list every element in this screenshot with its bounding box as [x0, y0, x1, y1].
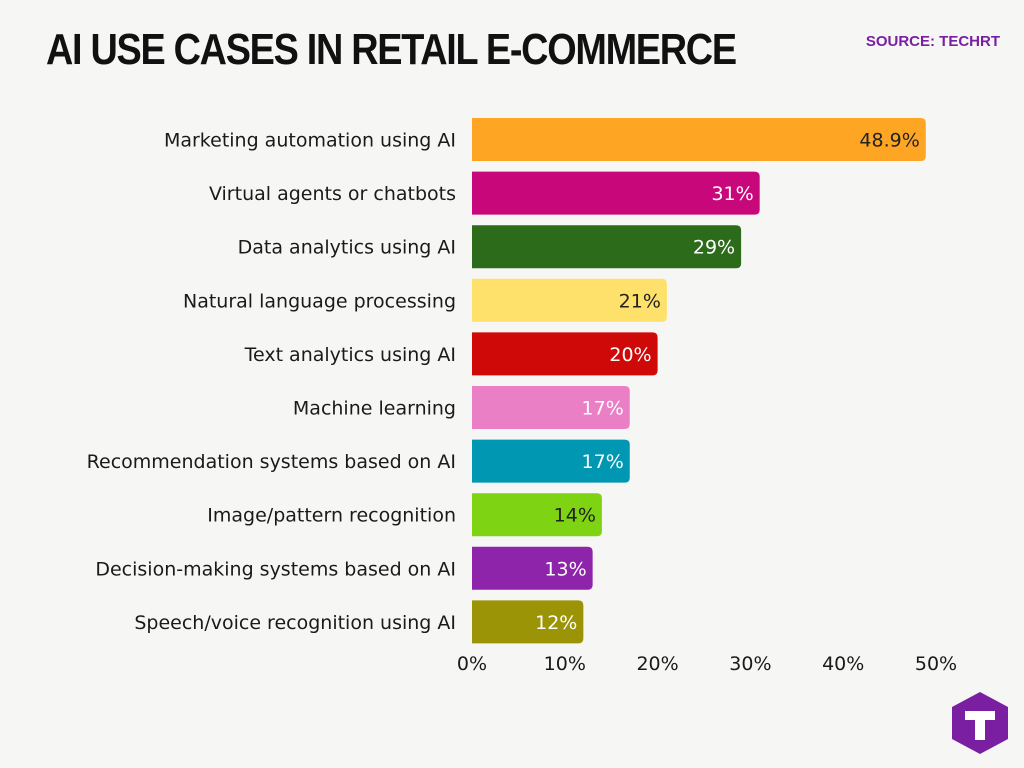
techrt-logo-icon — [948, 690, 1012, 760]
bar — [472, 332, 658, 376]
category-label: Marketing automation using AI — [164, 130, 456, 152]
data-label: 14% — [554, 505, 596, 527]
bar — [472, 225, 742, 269]
data-label: 12% — [535, 612, 577, 634]
x-tick-label: 40% — [822, 653, 864, 675]
bar — [472, 118, 926, 161]
page-title: AI USE CASES IN RETAIL E-COMMERCE — [46, 25, 737, 74]
category-label: Data analytics using AI — [238, 237, 456, 259]
category-label: Machine learning — [293, 398, 456, 420]
category-label: Speech/voice recognition using AI — [134, 612, 456, 634]
bar — [472, 386, 630, 429]
category-label: Recommendation systems based on AI — [87, 451, 456, 473]
data-label: 17% — [582, 451, 624, 473]
data-label: 20% — [609, 344, 651, 366]
data-label: 48.9% — [859, 130, 919, 152]
category-label: Text analytics using AI — [244, 344, 456, 366]
data-label: 29% — [693, 237, 735, 259]
category-label: Virtual agents or chatbots — [209, 183, 456, 205]
category-label: Natural language processing — [183, 290, 456, 312]
source-label: SOURCE: TECHRT — [865, 33, 1000, 50]
x-tick-label: 50% — [915, 653, 957, 675]
data-label: 21% — [619, 290, 661, 312]
category-label: Image/pattern recognition — [207, 505, 456, 527]
bar — [472, 600, 584, 644]
bar — [472, 493, 602, 537]
x-tick-label: 10% — [544, 653, 586, 675]
bar — [472, 439, 630, 483]
category-label: Decision-making systems based on AI — [95, 558, 456, 580]
data-label: 17% — [582, 398, 624, 420]
data-label: 31% — [711, 183, 753, 205]
x-tick-label: 0% — [457, 653, 487, 675]
bar — [472, 278, 667, 322]
bar — [472, 546, 593, 590]
data-label: 13% — [544, 558, 586, 580]
x-tick-label: 30% — [729, 653, 771, 675]
x-tick-label: 20% — [636, 653, 678, 675]
bar — [472, 171, 760, 215]
